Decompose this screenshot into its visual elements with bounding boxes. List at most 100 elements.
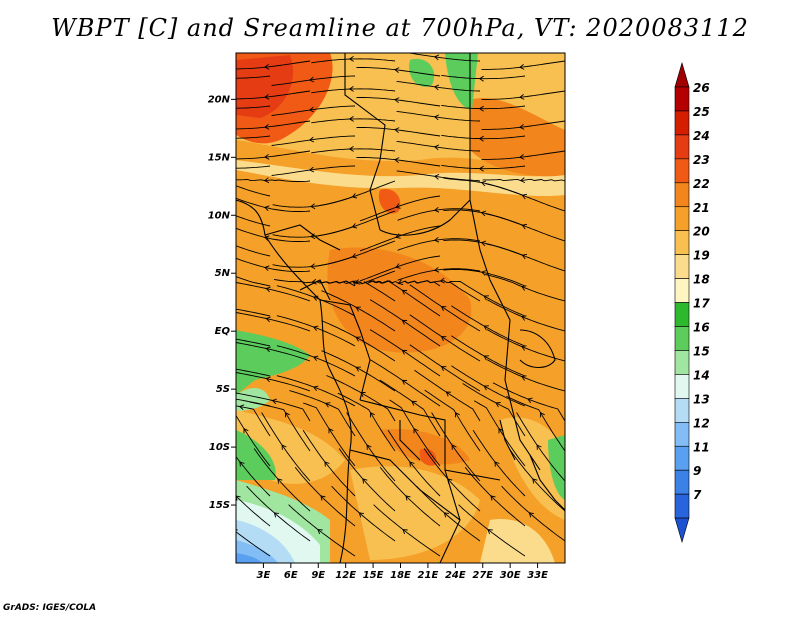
streamline-arrow bbox=[273, 512, 279, 518]
streamline-arrow bbox=[483, 325, 489, 331]
streamline bbox=[396, 110, 481, 122]
colorbar-swatch bbox=[674, 206, 690, 232]
streamline-arrow bbox=[225, 166, 229, 171]
streamline bbox=[485, 274, 565, 302]
streamline-arrow bbox=[225, 365, 229, 370]
colorbar-label: 21 bbox=[693, 201, 710, 215]
streamline bbox=[236, 338, 271, 347]
lon-tick-label: 15E bbox=[363, 570, 384, 581]
streamline-arrow bbox=[394, 157, 400, 163]
streamline-arrow bbox=[348, 146, 354, 152]
streamline bbox=[485, 213, 565, 242]
streamline-arrow bbox=[312, 355, 319, 361]
streamline bbox=[387, 429, 441, 497]
streamline bbox=[236, 308, 271, 317]
streamline bbox=[261, 412, 311, 482]
streamline-arrow bbox=[362, 478, 368, 484]
streamline-arrow bbox=[264, 205, 270, 212]
streamline-arrow bbox=[527, 397, 533, 404]
streamline-arrow bbox=[354, 279, 361, 285]
streamline-arrow bbox=[397, 279, 404, 285]
streamline bbox=[236, 179, 311, 182]
streamline-arrow bbox=[227, 181, 232, 186]
colorbar-swatch bbox=[674, 445, 690, 471]
streamline bbox=[397, 208, 481, 221]
streamline bbox=[236, 372, 311, 392]
lon-tick-label: 9E bbox=[311, 570, 325, 581]
lat-tick-label: EQ bbox=[215, 326, 231, 337]
streamline-arrow bbox=[308, 106, 315, 113]
streamline bbox=[501, 485, 565, 542]
lat-tick-label: 10S bbox=[209, 442, 230, 453]
streamline bbox=[451, 365, 526, 407]
streamline bbox=[487, 329, 565, 362]
streamline bbox=[404, 280, 481, 302]
streamline bbox=[359, 225, 441, 252]
streamline-arrow bbox=[443, 512, 449, 518]
lon-tick-label: 21E bbox=[418, 570, 439, 581]
streamline-arrow bbox=[227, 241, 232, 246]
lon-tick-label: 12E bbox=[335, 570, 356, 581]
streamline-arrow bbox=[528, 512, 534, 518]
streamline-arrow bbox=[324, 402, 331, 408]
streamline-arrow bbox=[317, 529, 323, 535]
streamline bbox=[321, 320, 396, 362]
streamline-arrow bbox=[264, 235, 270, 242]
colorbar-swatch bbox=[674, 230, 690, 255]
streamline-arrow bbox=[439, 277, 445, 284]
streamline bbox=[236, 312, 311, 332]
streamline-arrow bbox=[277, 478, 283, 484]
streamline-arrow bbox=[411, 400, 417, 406]
streamline-arrow bbox=[478, 75, 484, 82]
streamline-arrow bbox=[478, 135, 484, 142]
colorbar-label: 14 bbox=[693, 368, 710, 382]
streamline bbox=[368, 280, 441, 317]
colorbar-label: 19 bbox=[693, 249, 710, 263]
colorbar-swatch bbox=[674, 493, 690, 519]
streamline bbox=[271, 75, 356, 86]
streamline-arrow bbox=[264, 93, 270, 100]
streamline bbox=[443, 269, 526, 287]
lon-tick-label: 27E bbox=[472, 570, 493, 581]
streamline bbox=[441, 104, 526, 110]
streamline bbox=[236, 60, 311, 70]
streamline-arrow bbox=[243, 427, 249, 434]
streamline-arrow bbox=[480, 210, 487, 217]
streamline bbox=[424, 389, 481, 452]
streamline-arrow bbox=[395, 263, 401, 269]
streamline bbox=[319, 280, 396, 302]
streamline bbox=[236, 227, 311, 242]
colorbar-swatch bbox=[674, 278, 690, 303]
streamline-arrow bbox=[401, 379, 408, 385]
streamline bbox=[481, 150, 565, 160]
streamline bbox=[359, 255, 441, 282]
streamline-arrow bbox=[348, 56, 354, 62]
streamline-arrow bbox=[394, 97, 400, 103]
colorbar-label: 9 bbox=[693, 464, 701, 478]
lat-tick-label: 10N bbox=[208, 210, 231, 221]
streamline-arrow bbox=[498, 427, 504, 434]
streamline bbox=[236, 215, 271, 227]
streamline bbox=[276, 345, 356, 377]
colorbar-label: 26 bbox=[693, 81, 710, 95]
streamline bbox=[236, 455, 271, 497]
streamline bbox=[311, 58, 396, 64]
streamline bbox=[441, 74, 526, 80]
streamline-arrow bbox=[478, 105, 484, 112]
streamline bbox=[236, 185, 271, 197]
streamline bbox=[276, 315, 356, 347]
streamline-arrow bbox=[395, 203, 401, 209]
streamline bbox=[236, 245, 271, 257]
streamline bbox=[246, 485, 311, 542]
streamline bbox=[409, 344, 481, 392]
streamline-arrow bbox=[236, 495, 241, 501]
streamline-arrow bbox=[478, 165, 484, 172]
streamline-arrow bbox=[433, 206, 440, 213]
streamline bbox=[464, 467, 526, 527]
streamline-arrow bbox=[401, 289, 408, 295]
streamline-arrow bbox=[480, 240, 487, 247]
streamline bbox=[236, 282, 311, 302]
streamline-arrow bbox=[265, 316, 271, 323]
streamline bbox=[253, 448, 311, 512]
streamline-arrow bbox=[483, 385, 489, 391]
